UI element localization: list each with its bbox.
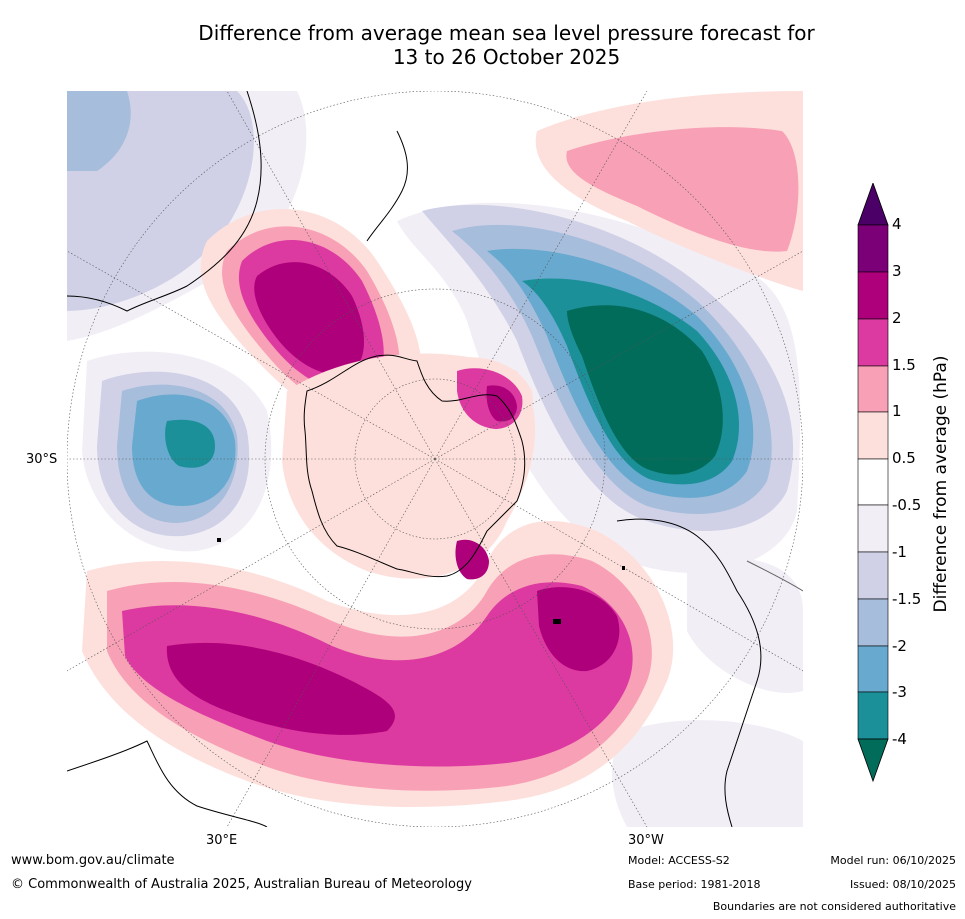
anomaly-pos-south-3 — [122, 582, 633, 767]
south-america-coastline — [616, 518, 762, 827]
colorbar-bin-1.5-2 — [857, 318, 889, 367]
colorbar-tick: -2 — [892, 637, 907, 655]
colorbar-tick: -4 — [892, 730, 907, 748]
colorbar-title: Difference from average (hPa) — [931, 355, 951, 613]
lon-label-30w: 30°W — [628, 833, 664, 848]
antarctica-coastline — [303, 354, 526, 578]
anomaly-neg-nw-2 — [67, 91, 131, 171]
colorbar-bin-m3-m2 — [857, 645, 889, 693]
colorbar-bin-neutral — [857, 458, 889, 506]
polar-map — [67, 91, 803, 827]
colorbar-tick: -0.5 — [892, 496, 922, 514]
south-america-coastline-2 — [746, 560, 803, 592]
footer-website[interactable]: www.bom.gov.au/climate — [11, 853, 175, 868]
title-line-2: 13 to 26 October 2025 — [392, 45, 621, 69]
colorbar-bin-m2-m1.5 — [857, 598, 889, 647]
anomaly-pos-south-6 — [455, 539, 489, 580]
colorbar-bin-0.5-1 — [857, 411, 889, 460]
footer-issued: Issued: 08/10/2025 — [849, 878, 956, 891]
colorbar-tick: 1 — [892, 402, 902, 420]
graticule — [67, 91, 803, 827]
colorbar-tick: 3 — [892, 262, 902, 280]
anomaly-neg-w-4 — [165, 419, 215, 468]
australia-coastline — [67, 91, 262, 312]
colorbar-tick: -1.5 — [892, 590, 922, 608]
small-island — [217, 538, 221, 542]
anomaly-neg-weak-se — [687, 557, 803, 693]
map-title: Difference from average mean sea level p… — [0, 21, 965, 69]
title-line-1: Difference from average mean sea level p… — [198, 21, 815, 45]
footer-model-run: Model run: 06/10/2025 — [830, 854, 956, 867]
colorbar-tick: -1 — [892, 543, 907, 561]
map-svg — [67, 91, 803, 827]
colorbar-tick: 1.5 — [892, 356, 916, 374]
lon-label-30e: 30°E — [206, 833, 238, 848]
colorbar-tick: 0.5 — [892, 449, 916, 467]
colorbar-arrow-bottom — [857, 738, 889, 783]
colorbar-tick: 4 — [892, 215, 902, 233]
anomaly-pos-ne-2 — [566, 127, 799, 252]
small-island-3 — [553, 619, 561, 624]
colorbar-bin-3-4 — [857, 224, 889, 273]
colorbar-bin-m4-m3 — [857, 691, 889, 740]
colorbar-tick: 2 — [892, 309, 902, 327]
anomaly-neg-e-5 — [567, 305, 723, 475]
anomaly-pos-south-5 — [537, 587, 620, 672]
colorbar-bin-1-1.5 — [857, 365, 889, 413]
footer-disclaimer: Boundaries are not considered authoritat… — [712, 900, 956, 913]
anomaly-pos-peninsula-3 — [486, 385, 517, 422]
lat-label-30s: 30°S — [26, 452, 58, 467]
anomaly-pos-south-4 — [166, 642, 395, 735]
footer-base-period: Base period: 1981-2018 — [628, 878, 761, 891]
colorbar-bin-m1-m0.5 — [857, 504, 889, 553]
footer-model: Model: ACCESS-S2 — [628, 854, 730, 867]
anomaly-neg-weak-s — [612, 720, 803, 827]
anomaly-pos-nw-4 — [254, 262, 365, 375]
colorbar-tick: -3 — [892, 683, 907, 701]
colorbar-bin-2-3 — [857, 271, 889, 320]
africa-coastline — [67, 740, 268, 827]
footer-copyright: © Commonwealth of Australia 2025, Austra… — [11, 877, 472, 892]
colorbar-bin-m1.5-m1 — [857, 551, 889, 600]
colorbar — [857, 183, 889, 783]
new-zealand-coastline — [366, 130, 408, 242]
colorbar-arrow-top — [857, 183, 889, 226]
small-island-2 — [622, 566, 625, 570]
